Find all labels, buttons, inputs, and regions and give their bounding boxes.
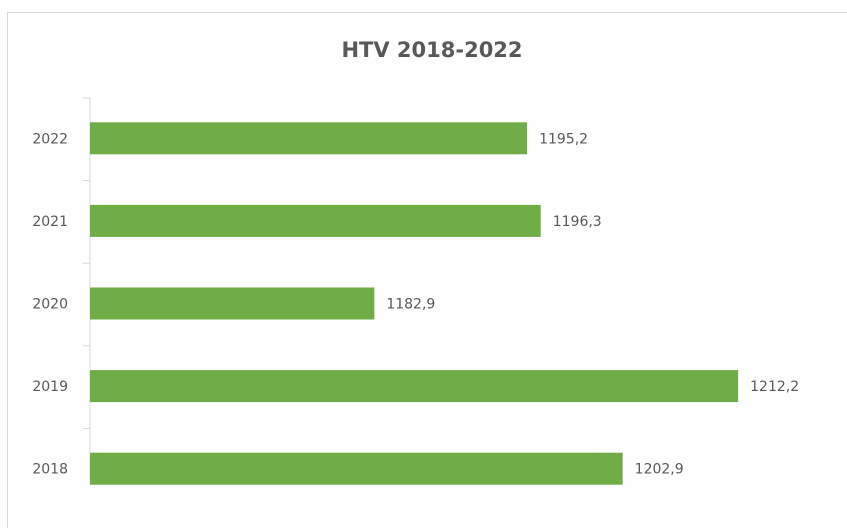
- chart-title: HTV 2018-2022: [341, 38, 522, 62]
- value-label: 1182,9: [386, 297, 435, 313]
- y-tick-label: 2022: [32, 131, 68, 147]
- bar: [90, 205, 541, 237]
- bar: [90, 453, 623, 485]
- y-tick-label: 2018: [32, 462, 68, 478]
- bar: [90, 122, 527, 154]
- value-label: 1196,3: [553, 214, 602, 230]
- chart-frame: [8, 13, 847, 529]
- value-label: 1202,9: [635, 462, 684, 478]
- bar: [90, 370, 738, 402]
- y-tick-label: 2019: [32, 379, 68, 395]
- value-label: 1212,2: [750, 379, 799, 395]
- y-tick-label: 2020: [32, 297, 68, 313]
- bar: [90, 288, 374, 320]
- y-tick-label: 2021: [32, 214, 68, 230]
- value-label: 1195,2: [539, 131, 588, 147]
